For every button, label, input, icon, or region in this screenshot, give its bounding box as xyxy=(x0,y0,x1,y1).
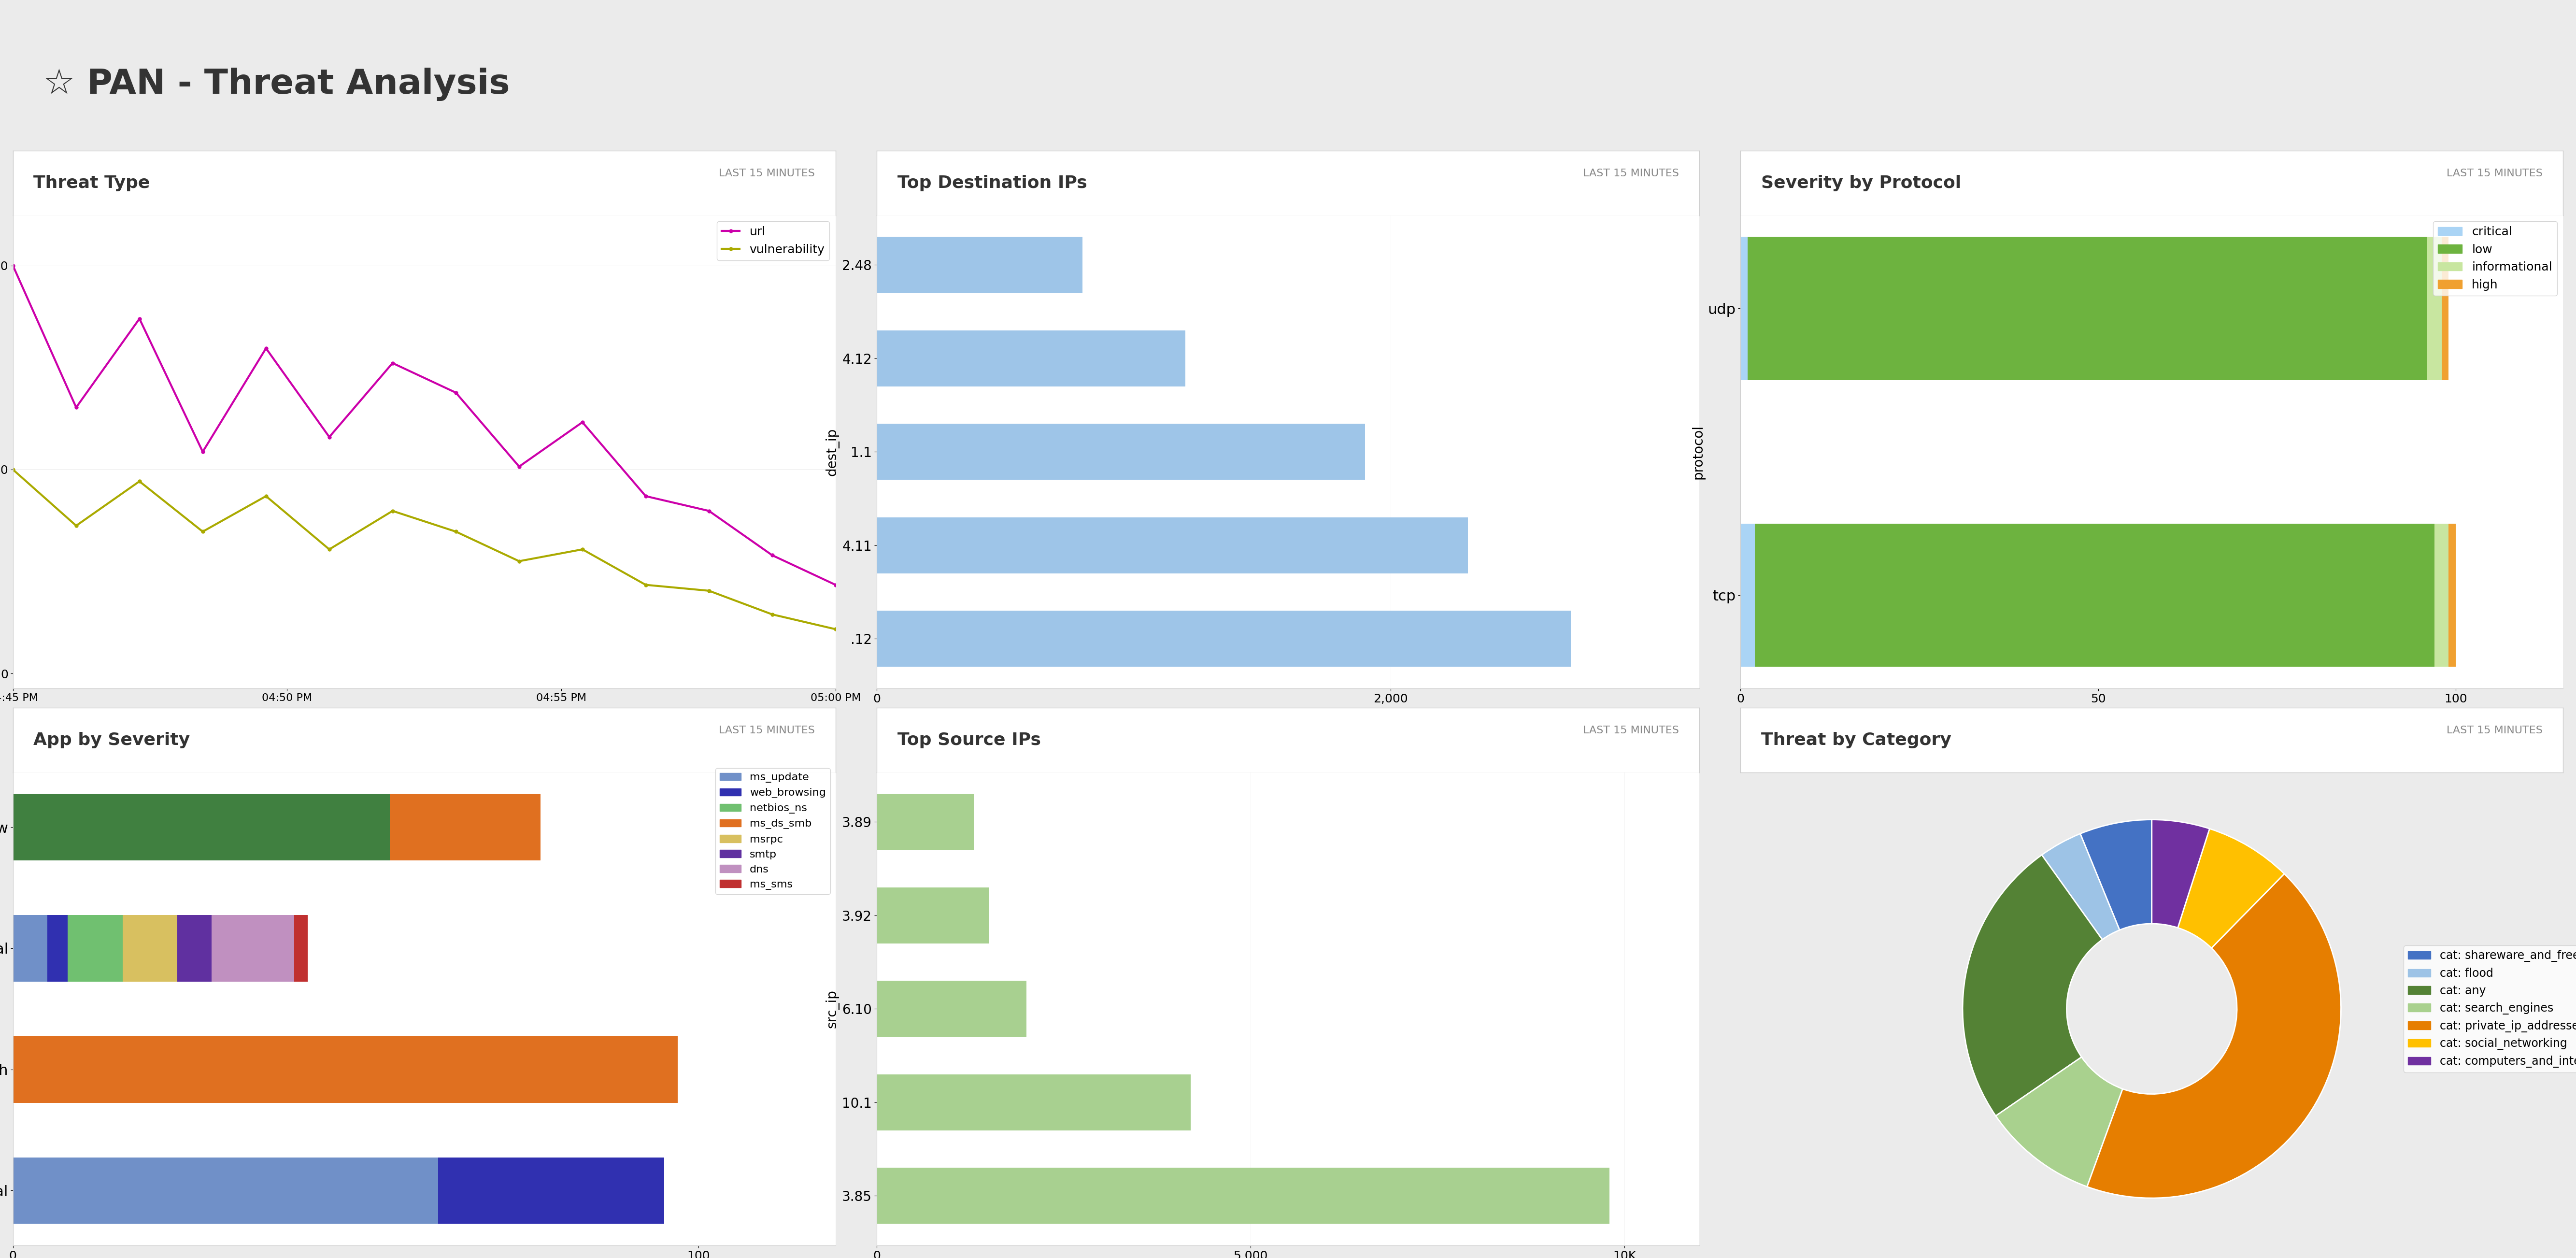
url xyxy=(631,488,662,503)
Bar xyxy=(178,915,211,981)
Bar xyxy=(876,794,974,850)
Bar xyxy=(2450,523,2455,667)
Bar xyxy=(876,517,1468,574)
Bar xyxy=(2442,237,2450,380)
Text: Threat Type: Threat Type xyxy=(33,175,149,191)
vulnerability xyxy=(124,474,155,489)
vulnerability xyxy=(0,462,28,477)
Line: url: url xyxy=(10,264,837,586)
Bar xyxy=(13,794,389,860)
Wedge shape xyxy=(1963,855,2102,1116)
url xyxy=(250,341,281,356)
Bar xyxy=(876,981,1025,1037)
Text: LAST 15 MINUTES: LAST 15 MINUTES xyxy=(2447,169,2543,179)
Text: LAST 15 MINUTES: LAST 15 MINUTES xyxy=(719,169,814,179)
Bar xyxy=(211,915,294,981)
url xyxy=(440,385,471,400)
vulnerability xyxy=(376,503,407,518)
Wedge shape xyxy=(2087,874,2342,1198)
vulnerability xyxy=(440,525,471,540)
Bar xyxy=(1741,237,1747,380)
Bar xyxy=(876,887,989,944)
Bar xyxy=(2427,237,2442,380)
Bar xyxy=(67,915,124,981)
Text: App by Severity: App by Severity xyxy=(33,732,191,749)
Bar xyxy=(876,1074,1190,1131)
Legend: critical, low, informational, high: critical, low, informational, high xyxy=(2434,221,2558,296)
Bar xyxy=(876,331,1185,386)
Text: Top Destination IPs: Top Destination IPs xyxy=(896,175,1087,191)
url xyxy=(314,429,345,444)
Bar xyxy=(124,915,178,981)
vulnerability xyxy=(505,554,536,569)
Text: Threat by Category: Threat by Category xyxy=(1762,732,1950,749)
Wedge shape xyxy=(1996,1057,2123,1186)
Text: Top Source IPs: Top Source IPs xyxy=(896,732,1041,749)
url xyxy=(757,547,788,562)
Wedge shape xyxy=(2043,834,2120,940)
Bar xyxy=(1747,237,2427,380)
Text: LAST 15 MINUTES: LAST 15 MINUTES xyxy=(1582,726,1680,735)
Bar xyxy=(389,794,541,860)
Bar xyxy=(13,1037,677,1103)
url xyxy=(376,356,407,371)
Text: LAST 15 MINUTES: LAST 15 MINUTES xyxy=(2447,726,2543,735)
Bar xyxy=(294,915,307,981)
url xyxy=(567,415,598,430)
Bar xyxy=(1741,523,1754,667)
Bar xyxy=(2434,523,2450,667)
Text: LAST 15 MINUTES: LAST 15 MINUTES xyxy=(1582,169,1680,179)
url xyxy=(62,400,93,415)
url xyxy=(819,577,850,593)
url xyxy=(188,444,219,459)
url xyxy=(693,503,724,518)
Bar xyxy=(1754,523,2434,667)
Legend: cat: shareware_and_freeware, cat: flood, cat: any, cat: search_engines, cat: pri: cat: shareware_and_freeware, cat: flood,… xyxy=(2403,946,2576,1072)
Text: Severity by Protocol: Severity by Protocol xyxy=(1762,175,1960,191)
Bar xyxy=(876,424,1365,479)
Legend: ms_update, web_browsing, netbios_ns, ms_ds_smb, msrpc, smtp, dns, ms_sms: ms_update, web_browsing, netbios_ns, ms_… xyxy=(716,769,829,894)
Bar xyxy=(876,237,1082,293)
vulnerability xyxy=(314,542,345,557)
Text: ☆ PAN - Threat Analysis: ☆ PAN - Threat Analysis xyxy=(44,68,510,101)
Wedge shape xyxy=(2081,820,2151,930)
Legend: url, vulnerability: url, vulnerability xyxy=(716,221,829,260)
url xyxy=(124,311,155,326)
Bar xyxy=(13,915,46,981)
vulnerability xyxy=(631,577,662,593)
vulnerability xyxy=(188,525,219,540)
Bar xyxy=(876,610,1571,667)
Y-axis label: src_ip: src_ip xyxy=(824,990,840,1028)
vulnerability xyxy=(567,542,598,557)
Text: LAST 15 MINUTES: LAST 15 MINUTES xyxy=(719,726,814,735)
url xyxy=(505,459,536,474)
Wedge shape xyxy=(2151,820,2210,928)
Bar xyxy=(438,1157,665,1224)
Bar xyxy=(13,1157,438,1224)
X-axis label: count: count xyxy=(1270,707,1306,721)
Line: vulnerability: vulnerability xyxy=(10,468,837,630)
vulnerability xyxy=(693,584,724,599)
Bar xyxy=(46,915,67,981)
Y-axis label: protocol: protocol xyxy=(1692,424,1705,479)
vulnerability xyxy=(62,518,93,533)
vulnerability xyxy=(757,606,788,621)
vulnerability xyxy=(819,621,850,637)
Y-axis label: dest_ip: dest_ip xyxy=(824,428,840,476)
url xyxy=(0,258,28,273)
Bar xyxy=(876,1167,1610,1224)
Wedge shape xyxy=(2177,829,2285,949)
vulnerability xyxy=(250,488,281,503)
